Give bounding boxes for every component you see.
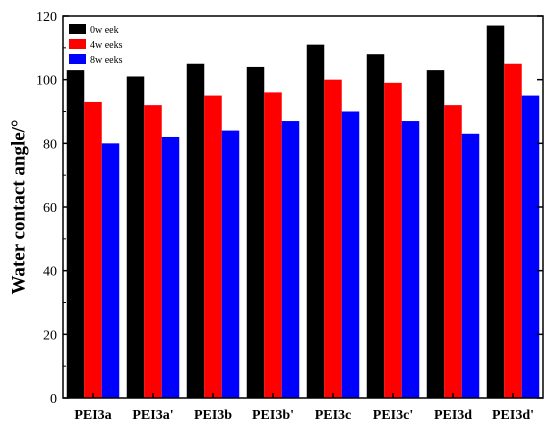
y-tick-label: 100 <box>36 74 57 89</box>
bar-8-series-3 <box>521 95 540 398</box>
y-tick-label: 60 <box>43 201 57 216</box>
legend-label: 0w eek <box>90 25 119 36</box>
y-axis-label: Water contact angle/° <box>8 119 29 294</box>
y-tick-label: 20 <box>43 328 57 343</box>
y-tick-label: 120 <box>36 10 57 25</box>
x-tick-label: PEI3c' <box>373 408 413 423</box>
bar-6-series-3 <box>401 121 420 399</box>
legend-swatch <box>69 39 86 49</box>
bar-5-series-2 <box>324 79 342 399</box>
axes-group: 0 20 40 60 80 100 120 PEI3a PEI3a' PEI3b PEI3b' PEI… <box>36 10 544 423</box>
bar-4-series-3 <box>281 121 300 399</box>
x-tick-label: PEI3d <box>434 408 472 423</box>
legend-swatch <box>69 54 86 64</box>
y-tick-label: 0 <box>50 392 57 407</box>
bar-7-series-3 <box>461 133 480 399</box>
bar-2-series-1 <box>126 76 145 398</box>
bar-1-series-2 <box>84 101 102 398</box>
bar-8-series-2 <box>504 63 522 398</box>
x-tick-label: PEI3a <box>74 408 111 423</box>
bar-5-series-1 <box>306 44 325 399</box>
legend-swatch <box>69 24 86 34</box>
x-tick-label: PEI3b' <box>252 408 294 423</box>
bar-4-series-1 <box>246 66 265 398</box>
y-tick-label: 80 <box>43 137 57 152</box>
bar-1-series-3 <box>101 143 120 398</box>
bar-3-series-1 <box>186 63 205 398</box>
bar-3-series-3 <box>221 130 240 398</box>
x-tick-label: PEI3c <box>315 408 352 423</box>
x-tick-label: PEI3b <box>194 408 232 423</box>
y-tick-label: 40 <box>43 265 57 280</box>
bars-group <box>66 25 540 399</box>
x-tick-label: PEI3a' <box>132 408 173 423</box>
legend-label: 4w eeks <box>90 40 123 51</box>
bar-2-series-3 <box>161 136 180 398</box>
legend-label: 8w eeks <box>90 55 123 66</box>
x-tick-label: PEI3d' <box>492 408 534 423</box>
bar-2-series-2 <box>144 105 162 398</box>
bar-1-series-1 <box>66 70 85 398</box>
bar-8-series-1 <box>486 25 505 399</box>
bar-7-series-1 <box>426 70 445 398</box>
legend: 0w eek 4w eeks 8w eeks <box>69 24 123 66</box>
bar-5-series-3 <box>341 111 360 398</box>
bar-4-series-2 <box>264 92 282 399</box>
bar-7-series-2 <box>444 105 462 398</box>
bar-6-series-2 <box>384 82 402 398</box>
bar-3-series-2 <box>204 95 222 398</box>
bar-6-series-1 <box>366 54 385 398</box>
